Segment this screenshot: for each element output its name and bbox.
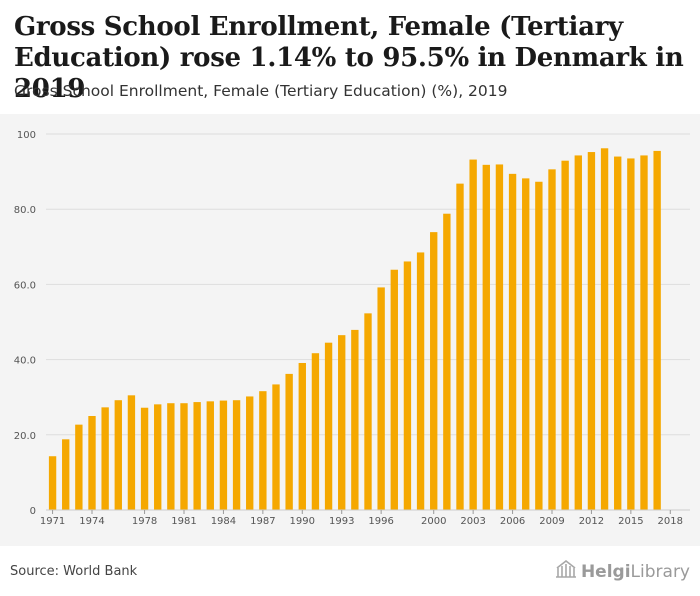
bar-1999[interactable]: 1999: 68.5 — [416, 252, 425, 510]
x-tick-label: 1993 — [329, 516, 354, 527]
bar-1994[interactable]: 1994: 47.9 — [351, 329, 359, 510]
bar-1973[interactable]: 1973: 22.7 — [75, 424, 83, 510]
bar-1995[interactable]: 1995: 52.3 — [364, 313, 372, 510]
chart-subtitle: Gross School Enrollment, Female (Tertiar… — [14, 82, 508, 100]
bar-1990[interactable]: 1990: 39.1 — [298, 362, 306, 510]
bar-2009[interactable]: 2009: 90.6 — [548, 169, 556, 510]
bar-1982[interactable]: 1982: 28.7 — [193, 402, 201, 510]
bar-1977[interactable]: 1977: 30.5 — [127, 395, 136, 510]
bar-1985[interactable]: 1985: 29.2 — [232, 400, 241, 510]
bar-1980[interactable]: 1980: 28.4 — [167, 403, 175, 510]
bar-2011[interactable]: 2011: 94.3 — [574, 155, 582, 510]
bar-1974[interactable]: 1974: 25 — [88, 416, 96, 510]
x-tick-label: 1981 — [171, 516, 196, 527]
bar-2002[interactable]: 2002: 86.8 — [456, 183, 464, 510]
y-tick-label: 0 — [30, 506, 36, 517]
bar-1998[interactable]: 1998: 66.1 — [403, 261, 412, 510]
x-tick-label: 2015 — [618, 516, 643, 527]
logo-suffix: Library — [630, 561, 690, 582]
bar-chart: 1971: 14.3 1972: 18.8 1973: 22.7 1974: 25 19… — [14, 130, 690, 527]
bar-2017[interactable]: 2017: 95.5 — [653, 150, 661, 511]
bar-2012[interactable]: 2012: 95.2 — [587, 152, 596, 510]
bar-1996[interactable]: 1996: 59.2 — [377, 287, 385, 510]
bar-1993[interactable]: 1993: 46.5 — [338, 335, 346, 510]
bar-1992[interactable]: 1992: 44.5 — [324, 342, 333, 510]
x-tick-label: 1974 — [79, 516, 104, 527]
bar-1972[interactable]: 1972: 18.8 — [62, 439, 70, 510]
x-tick-label: 2003 — [460, 516, 485, 527]
source-note: Source: World Bank — [10, 564, 138, 579]
x-tick-label: 2012 — [579, 516, 604, 527]
bar-1971[interactable]: 1971: 14.3 — [48, 456, 57, 510]
bar-1979[interactable]: 1979: 28.1 — [154, 404, 162, 510]
axis-layer: 0 20.0 40.0 60.0 80.0 100 1971 1974 1978 1981 1984… — [14, 130, 690, 527]
bar-2006[interactable]: 2006: 89.4 — [508, 173, 517, 510]
bar-2015[interactable]: 2015: 93.5 — [627, 158, 635, 510]
chart-panel: 1971: 14.3 1972: 18.8 1973: 22.7 1974: 25 19… — [0, 114, 700, 546]
bar-layer: 1971: 14.3 1972: 18.8 1973: 22.7 1974: 25 19… — [48, 148, 661, 511]
bar-2007[interactable]: 2007: 88.2 — [522, 178, 530, 511]
bar-2013[interactable]: 2013: 96.2 — [600, 148, 609, 510]
bar-1978[interactable]: 1978: 27.2 — [140, 407, 149, 510]
x-tick-label: 2018 — [658, 516, 683, 527]
x-tick-label: 1984 — [211, 516, 236, 527]
x-tick-label: 1987 — [250, 516, 275, 527]
x-tick-label: 1990 — [290, 516, 315, 527]
bar-2010[interactable]: 2010: 92.9 — [561, 160, 569, 511]
logo-brand: Helgi — [580, 561, 631, 582]
x-tick-label: 2000 — [421, 516, 446, 527]
bar-1991[interactable]: 1991: 41.7 — [311, 353, 320, 510]
y-tick-label: 40.0 — [14, 356, 36, 367]
bar-2004[interactable]: 2004: 91.8 — [482, 164, 490, 510]
y-tick-label: 80.0 — [14, 205, 36, 216]
y-tick-label: 60.0 — [14, 280, 36, 291]
x-tick-label: 1996 — [368, 516, 393, 527]
bar-1984[interactable]: 1984: 29.1 — [219, 400, 228, 510]
x-tick-label: 1971 — [40, 516, 65, 527]
chart-title: Gross School Enrollment, Female (Tertiar… — [14, 12, 684, 104]
bar-1987[interactable]: 1987: 31.6 — [259, 391, 267, 510]
bar-2016[interactable]: 2016: 94.3 — [640, 155, 648, 510]
bar-2000[interactable]: 2000: 73.9 — [430, 232, 438, 511]
bar-2001[interactable]: 2001: 78.8 — [443, 213, 451, 510]
bar-1988[interactable]: 1988: 33.4 — [272, 384, 280, 510]
bar-1976[interactable]: 1976: 29.2 — [114, 400, 122, 510]
bar-2008[interactable]: 2008: 87.3 — [535, 181, 543, 510]
y-tick-label: 100 — [17, 130, 36, 141]
bar-1983[interactable]: 1983: 28.9 — [206, 401, 214, 510]
bar-1997[interactable]: 1997: 63.9 — [390, 269, 398, 510]
bar-1986[interactable]: 1986: 30.2 — [246, 396, 254, 510]
bar-1975[interactable]: 1975: 27.3 — [101, 407, 109, 510]
bar-2003[interactable]: 2003: 93.2 — [469, 159, 477, 510]
bar-2014[interactable]: 2014: 94 — [614, 156, 622, 510]
y-tick-label: 20.0 — [14, 431, 36, 442]
x-tick-label: 1978 — [132, 516, 157, 527]
library-building-icon — [555, 559, 577, 583]
x-tick-label: 2009 — [539, 516, 564, 527]
bar-2005[interactable]: 2005: 91.9 — [495, 164, 504, 510]
x-tick-label: 2006 — [500, 516, 525, 527]
bar-1981[interactable]: 1981: 28.4 — [180, 403, 188, 510]
bar-1989[interactable]: 1989: 36.2 — [285, 373, 293, 510]
helgi-library-logo[interactable]: Helgi Library — [555, 559, 690, 583]
